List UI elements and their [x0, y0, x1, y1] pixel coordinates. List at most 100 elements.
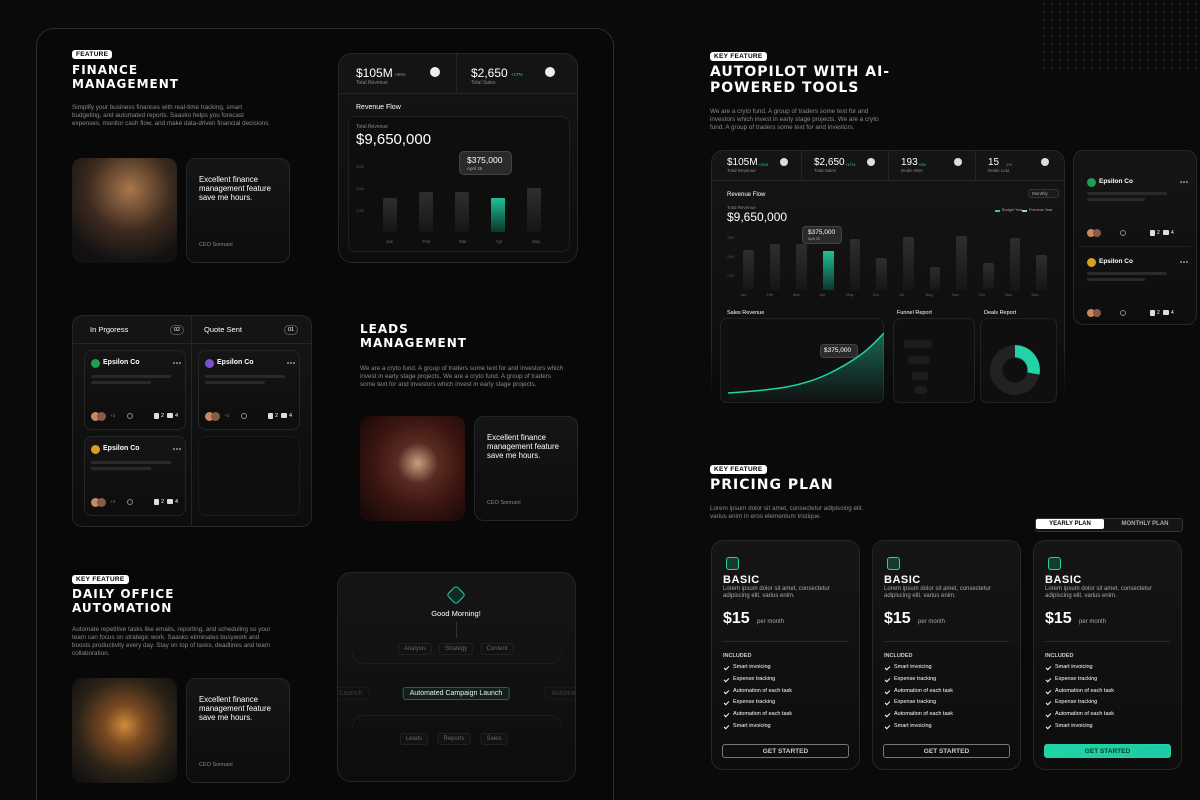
column-count: 02	[170, 325, 185, 335]
section-description: Lorem ipsum dolor sit amet, consectetur …	[710, 505, 864, 520]
workflow-step: Leads	[399, 733, 429, 745]
total-value: $9,650,000	[727, 210, 788, 224]
icon	[1087, 178, 1096, 187]
tooltip	[820, 344, 858, 358]
dot-grid	[1040, 0, 1200, 70]
stat-value: 15	[988, 157, 1000, 168]
stat-value: $2,650	[814, 157, 845, 168]
avatar-extra: +3	[224, 413, 230, 418]
client-column	[1073, 150, 1197, 325]
plan-icon	[1048, 557, 1061, 570]
icon	[91, 359, 100, 368]
get-started-button[interactable]: GET STARTED	[722, 744, 849, 758]
total-value: $9,650,000	[356, 131, 432, 148]
comment-icon	[167, 499, 173, 504]
company-name: Epsilon Co	[1099, 178, 1133, 185]
month-label: Nov	[1005, 292, 1013, 297]
chart-bar	[1036, 254, 1047, 290]
stat-change: +17%	[511, 72, 523, 77]
stat-value: $2,650	[471, 66, 508, 80]
stat-icon	[780, 158, 788, 166]
feature-item: Smart invoicing	[733, 723, 771, 729]
plan-price: $15	[1045, 610, 1072, 627]
workflow-step: Automated Campaign Launch	[402, 687, 510, 700]
stat-value: $105M	[356, 66, 393, 80]
divider	[723, 641, 848, 642]
chart-bar	[796, 244, 807, 290]
get-started-button[interactable]: GET STARTED	[1044, 744, 1171, 758]
feature-item: Expense tracking	[894, 675, 937, 682]
plan-description: Lorem ipsum dolor sit amet, consectetur …	[884, 586, 991, 599]
testimonial-quote: Excellent finance management feature sav…	[199, 695, 271, 722]
avatar	[91, 498, 100, 507]
file-count: 2	[1157, 230, 1160, 236]
get-started-button[interactable]: GET STARTED	[883, 744, 1010, 758]
included-label: INCLUDED	[884, 653, 913, 659]
workflow-greeting: Good Morning!	[431, 609, 481, 618]
target-icon	[1120, 310, 1126, 316]
chart-bar	[876, 258, 887, 290]
legend-label: Previous Year	[1029, 208, 1053, 212]
menu-dot	[179, 448, 181, 450]
toggle-option: YEARLY PLAN	[1036, 519, 1104, 529]
workflow-step: Automated Email	[544, 687, 575, 700]
chart-title: Revenue Flow	[727, 192, 766, 198]
menu-dot	[1183, 181, 1185, 183]
testimonial-card	[186, 158, 290, 263]
highlight-bar	[823, 250, 834, 290]
tooltip-value: $375,000	[824, 347, 852, 354]
stat-change: +20%	[394, 72, 406, 77]
month-label: Jan	[740, 292, 747, 297]
placeholder-line	[1087, 192, 1167, 195]
avatar	[211, 412, 220, 421]
month-label: Sep	[952, 292, 960, 297]
plan-icon	[887, 557, 900, 570]
month-label: May	[846, 292, 854, 297]
comment-icon	[281, 413, 287, 418]
divider	[975, 150, 976, 180]
chart-title: Revenue Flow	[356, 104, 401, 111]
target-icon	[127, 499, 133, 505]
chart-bar	[769, 244, 781, 290]
plan-name: BASIC	[884, 574, 921, 586]
avatar	[1087, 229, 1095, 237]
placeholder-line	[205, 381, 265, 384]
chart-bar	[983, 262, 994, 290]
icon	[205, 359, 214, 368]
avatar	[97, 412, 106, 421]
month-label: Aug	[925, 292, 933, 297]
comment-count: 4	[175, 499, 179, 505]
feature-item: Expense tracking	[733, 675, 776, 682]
comment-icon	[1163, 310, 1169, 315]
placeholder-line	[91, 375, 171, 378]
feature-tag: KEY FEATURE	[710, 52, 767, 61]
month-label: Oct	[978, 292, 985, 297]
period-select: Monthly	[1028, 189, 1059, 198]
menu-dot	[287, 362, 289, 364]
file-icon	[268, 413, 273, 419]
pricing-card	[1033, 540, 1182, 770]
currency-icon	[545, 67, 555, 77]
stat-icon	[1041, 158, 1049, 166]
divider	[191, 315, 192, 527]
stat-label: Total Sales	[814, 168, 837, 173]
stat-label: Total Revenue	[356, 80, 388, 86]
avatar	[1093, 229, 1101, 237]
placeholder-line	[1087, 278, 1145, 281]
target-icon	[127, 413, 133, 419]
workflow-middle-row: Campaign Launch Automated Campaign Launch…	[338, 684, 575, 704]
menu-dot	[179, 362, 181, 364]
panel-title: Deals Report	[984, 310, 1017, 316]
tooltip-value: $375,000	[467, 155, 503, 165]
chart-bar	[929, 266, 941, 290]
divider	[1079, 246, 1191, 247]
chart-bar	[1009, 237, 1021, 290]
feature-item: Smart invoicing	[733, 664, 771, 670]
feature-item: Smart invoicing	[894, 664, 932, 670]
pricing-card	[872, 540, 1021, 770]
file-icon	[154, 499, 159, 505]
tooltip	[459, 151, 512, 175]
month-label: Apr	[819, 292, 826, 297]
plan-period: per month	[1079, 619, 1107, 625]
